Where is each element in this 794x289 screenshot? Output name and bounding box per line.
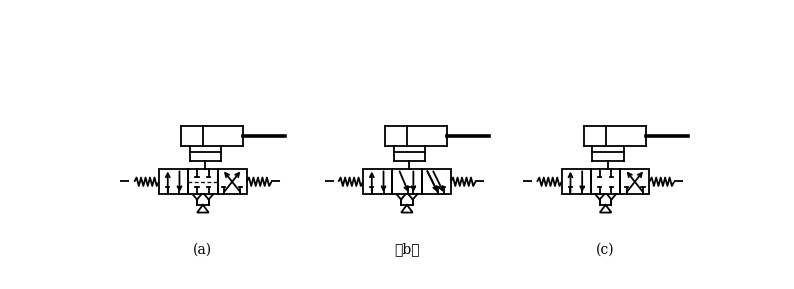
Bar (620, 169, 649, 194)
Bar (363, 169, 392, 194)
Bar (591, 169, 620, 194)
Bar (159, 169, 188, 194)
Text: (a): (a) (193, 242, 213, 257)
Bar (218, 169, 247, 194)
Bar (422, 169, 451, 194)
Bar (392, 169, 422, 194)
Text: (c): (c) (596, 242, 615, 257)
Bar (561, 169, 591, 194)
Bar (188, 169, 218, 194)
Text: （b）: （b） (394, 242, 420, 257)
